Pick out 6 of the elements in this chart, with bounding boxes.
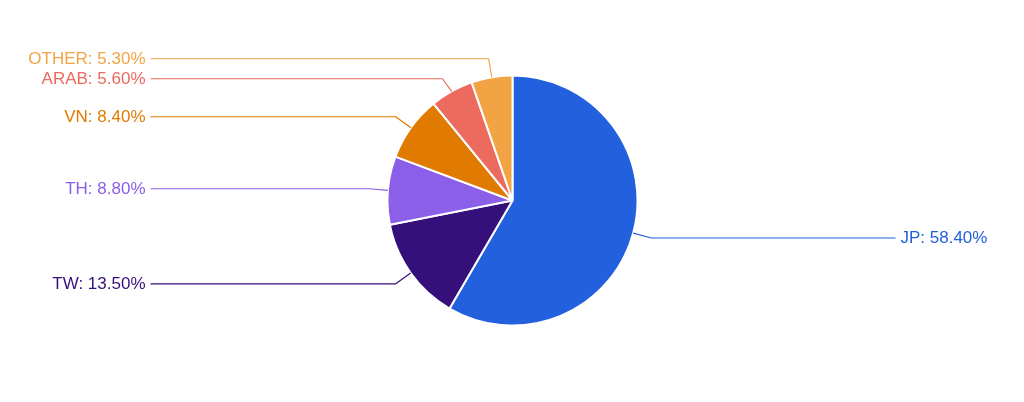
slice-label: OTHER: 5.30% [28, 49, 146, 69]
slice-label: TH: 8.80% [65, 179, 146, 199]
slice-label: VN: 8.40% [64, 107, 146, 127]
slice-label: TW: 13.50% [52, 274, 146, 294]
slice-label: JP: 58.40% [900, 228, 988, 248]
slice-label: ARAB: 5.60% [41, 69, 146, 89]
